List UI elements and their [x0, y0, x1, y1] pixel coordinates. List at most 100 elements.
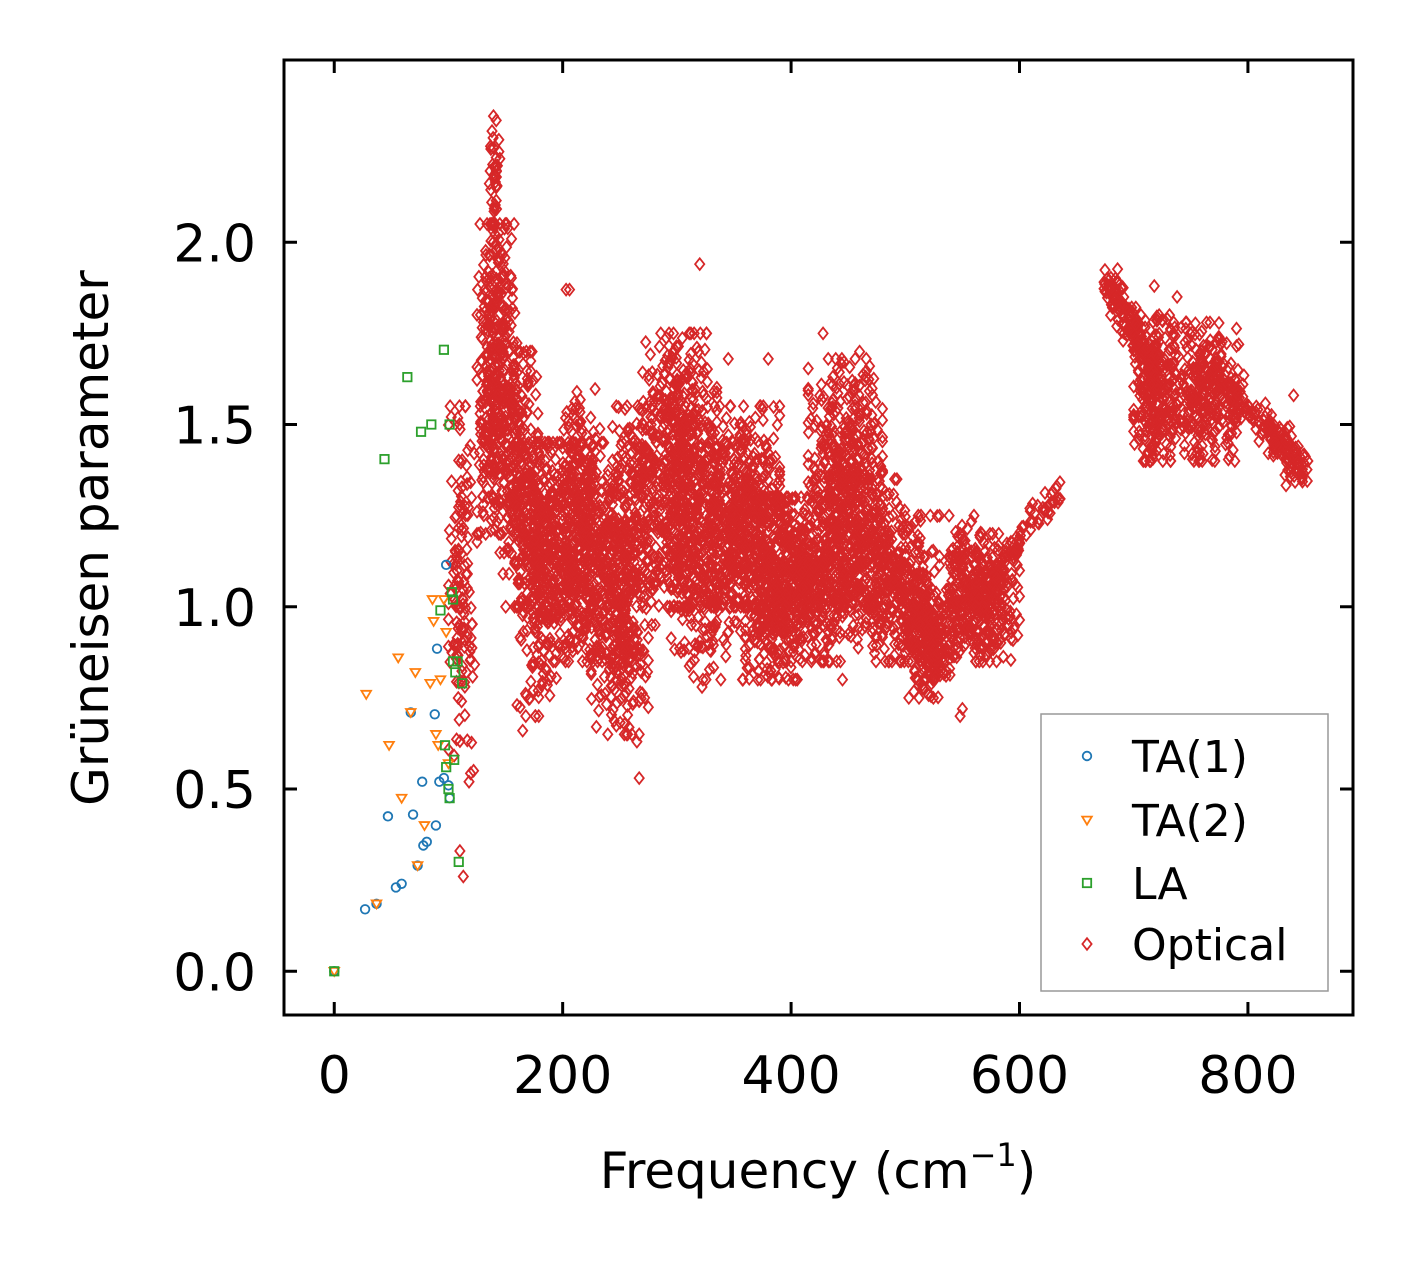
optical-point: [485, 513, 498, 528]
optical-point: [639, 439, 652, 455]
optical-point: [512, 378, 524, 393]
optical-point: [583, 551, 596, 567]
optical-point: [474, 398, 487, 414]
optical-point: [539, 610, 552, 625]
optical-point: [618, 716, 631, 732]
optical-point: [660, 563, 673, 579]
optical-point: [476, 320, 488, 335]
optical-point: [576, 426, 588, 441]
optical-point: [516, 388, 528, 404]
optical-point: [649, 427, 662, 443]
optical-point: [695, 415, 707, 430]
optical-point: [606, 419, 619, 435]
optical-point: [451, 636, 464, 652]
optical-point: [659, 353, 671, 368]
optical-point: [488, 215, 501, 231]
optical-point: [642, 630, 655, 646]
optical-point: [705, 626, 717, 642]
optical-point: [624, 582, 636, 597]
optical-point: [517, 356, 529, 372]
optical-point: [602, 463, 615, 478]
optical-point: [496, 317, 509, 332]
optical-point: [690, 618, 702, 633]
optical-point: [704, 435, 717, 450]
optical-point: [680, 456, 693, 472]
optical-point: [646, 411, 659, 426]
optical-point: [515, 591, 528, 606]
optical-point: [499, 599, 512, 615]
optical-point: [688, 652, 701, 668]
optical-point: [442, 742, 455, 757]
optical-point: [592, 703, 605, 718]
optical-point: [536, 501, 548, 517]
optical-point: [529, 582, 541, 598]
optical-point: [675, 603, 688, 618]
optical-point: [619, 401, 631, 417]
optical-point: [550, 670, 563, 686]
optical-point: [558, 422, 570, 438]
optical-point: [549, 452, 562, 467]
optical-point: [585, 652, 597, 667]
optical-point: [573, 437, 586, 452]
optical-point: [496, 451, 509, 467]
optical-point: [636, 686, 649, 701]
optical-point: [553, 639, 565, 655]
optical-point: [551, 523, 563, 538]
optical-point: [608, 511, 621, 526]
optical-point: [616, 530, 629, 545]
optical-point: [574, 508, 587, 523]
optical-point: [608, 526, 620, 542]
optical-point: [677, 574, 690, 589]
optical-point: [703, 662, 716, 677]
optical-point: [695, 639, 707, 654]
optical-point: [604, 602, 616, 617]
optical-point: [472, 526, 485, 542]
optical-point: [556, 546, 568, 562]
optical-point: [560, 481, 573, 497]
optical-point: [697, 588, 709, 603]
optical-point: [691, 517, 704, 532]
optical-point: [459, 508, 472, 523]
optical-point: [541, 524, 554, 539]
optical-point: [471, 526, 483, 542]
optical-point: [449, 543, 461, 558]
optical-point: [476, 353, 488, 369]
optical-point: [642, 699, 655, 715]
optical-point: [616, 434, 628, 450]
optical-point: [567, 407, 579, 423]
optical-point: [623, 681, 635, 696]
optical-point: [528, 552, 540, 567]
optical-point: [625, 639, 637, 654]
optical-point: [452, 483, 464, 498]
optical-point: [537, 472, 549, 488]
optical-point: [488, 500, 501, 516]
optical-point: [461, 566, 474, 582]
optical-point: [485, 405, 498, 421]
optical-point: [482, 323, 494, 338]
optical-point: [645, 534, 657, 549]
optical-point: [610, 542, 623, 558]
optical-point: [702, 416, 714, 431]
optical-point: [567, 466, 579, 481]
optical-point: [665, 631, 677, 646]
optical-point: [635, 439, 647, 455]
optical-point: [666, 427, 679, 442]
optical-point: [585, 500, 597, 515]
optical-point: [528, 532, 540, 547]
optical-point: [477, 257, 490, 273]
optical-point: [634, 657, 647, 672]
optical-point: [496, 373, 508, 388]
optical-point: [442, 612, 455, 627]
optical-point: [514, 699, 526, 715]
optical-point: [715, 672, 727, 687]
optical-point: [485, 216, 498, 232]
optical-point: [570, 451, 583, 466]
optical-point: [636, 473, 649, 489]
optical-point: [594, 421, 606, 437]
optical-point: [491, 514, 503, 530]
optical-point: [611, 450, 624, 465]
optical-point: [442, 578, 455, 593]
optical-point: [528, 611, 540, 627]
optical-point: [699, 622, 711, 637]
optical-point: [494, 545, 506, 560]
